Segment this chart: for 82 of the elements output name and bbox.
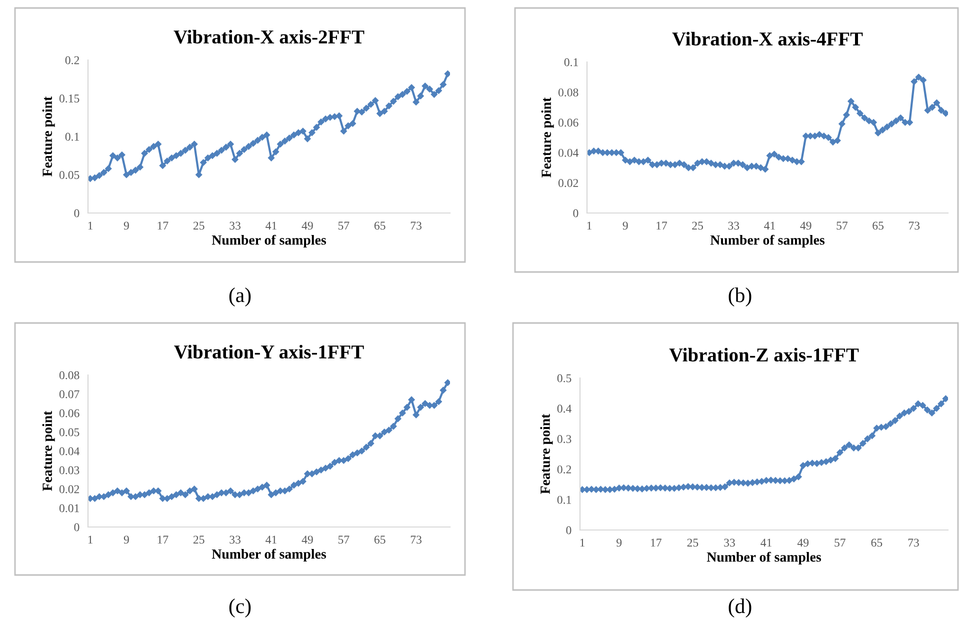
chart-title: Vibration-X axis-4FFT bbox=[672, 32, 863, 46]
y-tick-label: 0.06 bbox=[59, 409, 80, 418]
y-tick-label: 0.04 bbox=[59, 447, 80, 456]
chart-title: Vibration-Z axis-1FFT bbox=[669, 348, 859, 362]
x-tick-label: 65 bbox=[374, 536, 386, 544]
x-tick-label: 1 bbox=[580, 538, 585, 547]
chart-title: Vibration-Y axis-1FFT bbox=[174, 344, 364, 359]
x-tick-label: 65 bbox=[374, 222, 386, 230]
y-tick-label: 0.02 bbox=[59, 485, 80, 494]
x-tick-label: 33 bbox=[230, 536, 241, 544]
y-tick-label: 0 bbox=[573, 209, 578, 218]
x-tick-label: 33 bbox=[724, 538, 735, 547]
y-tick-label: 0 bbox=[74, 523, 80, 532]
x-tick-label: 41 bbox=[266, 222, 276, 230]
x-tick-label: 41 bbox=[764, 222, 775, 230]
x-tick-label: 57 bbox=[338, 536, 350, 544]
x-tick-label: 49 bbox=[302, 222, 313, 230]
x-tick-label: 25 bbox=[193, 222, 204, 230]
y-axis-title: Feature point bbox=[541, 97, 554, 178]
chart-title: Vibration-X axis-2FFT bbox=[174, 30, 364, 44]
y-axis-title: Feature point bbox=[42, 96, 55, 176]
x-tick-label: 57 bbox=[338, 222, 350, 230]
x-tick-label: 49 bbox=[302, 536, 313, 544]
x-tick-label: 1 bbox=[587, 222, 592, 230]
y-tick-label: 0.05 bbox=[59, 428, 80, 436]
y-axis-title: Feature point bbox=[42, 410, 55, 491]
x-tick-label: 57 bbox=[836, 222, 848, 230]
x-tick-label: 41 bbox=[266, 536, 276, 544]
x-tick-label: 9 bbox=[622, 222, 628, 230]
text: (c) bbox=[229, 598, 251, 618]
x-tick-label: 49 bbox=[800, 222, 812, 230]
y-tick-label: 0.08 bbox=[558, 88, 578, 96]
x-tick-label: 9 bbox=[124, 222, 129, 230]
x-axis-title: Number of samples bbox=[706, 552, 822, 565]
x-tick-label: 73 bbox=[410, 536, 422, 544]
x-tick-label: 33 bbox=[230, 222, 241, 230]
y-tick-label: 0.04 bbox=[558, 148, 578, 157]
y-tick-label: 0.1 bbox=[564, 58, 578, 66]
x-tick-label: 65 bbox=[871, 538, 882, 547]
x-tick-label: 25 bbox=[193, 536, 204, 544]
y-axis-title: Feature point bbox=[540, 414, 553, 494]
x-tick-label: 25 bbox=[687, 538, 698, 547]
y-tick-label: 0.1 bbox=[557, 496, 571, 504]
y-tick-label: 0 bbox=[566, 526, 572, 534]
y-tick-label: 0.2 bbox=[557, 465, 572, 474]
x-tick-label: 73 bbox=[410, 222, 422, 230]
x-tick-label: 1 bbox=[88, 222, 93, 230]
y-tick-label: 0.5 bbox=[557, 374, 572, 382]
y-tick-label: 0.08 bbox=[59, 371, 80, 380]
y-tick-label: 0.1 bbox=[65, 132, 79, 141]
y-tick-label: 0.15 bbox=[59, 94, 80, 103]
x-tick-label: 73 bbox=[909, 222, 920, 230]
y-tick-label: 0.03 bbox=[59, 466, 80, 474]
x-tick-label: 17 bbox=[656, 222, 668, 230]
x-tick-label: 9 bbox=[124, 536, 129, 544]
text: (b) bbox=[728, 288, 752, 306]
y-tick-label: 0.2 bbox=[65, 56, 80, 64]
x-tick-label: 33 bbox=[728, 222, 740, 230]
y-tick-label: 0.06 bbox=[558, 118, 578, 127]
y-tick-label: 0.01 bbox=[59, 504, 79, 512]
x-tick-label: 57 bbox=[834, 538, 846, 547]
x-tick-label: 41 bbox=[760, 538, 772, 547]
y-tick-label: 0 bbox=[74, 209, 80, 218]
x-tick-label: 17 bbox=[158, 222, 168, 230]
y-tick-label: 0.3 bbox=[557, 435, 572, 444]
x-axis-title: Number of samples bbox=[710, 234, 825, 248]
x-tick-label: 25 bbox=[692, 222, 703, 230]
y-tick-label: 0.02 bbox=[558, 179, 578, 188]
x-tick-label: 73 bbox=[908, 538, 919, 547]
x-tick-label: 65 bbox=[872, 222, 884, 230]
y-tick-label: 0.05 bbox=[59, 170, 80, 180]
x-axis-title: Number of samples bbox=[212, 548, 326, 562]
x-tick-label: 1 bbox=[88, 536, 93, 544]
x-tick-label: 9 bbox=[616, 538, 622, 547]
x-tick-label: 17 bbox=[158, 536, 168, 544]
x-tick-label: 49 bbox=[797, 538, 809, 547]
y-tick-label: 0.4 bbox=[557, 404, 572, 413]
x-axis-title: Number of samples bbox=[212, 234, 326, 248]
x-tick-label: 17 bbox=[651, 538, 662, 547]
text: (d) bbox=[728, 598, 752, 618]
y-tick-label: 0.07 bbox=[59, 390, 80, 398]
text: (a) bbox=[229, 288, 251, 306]
